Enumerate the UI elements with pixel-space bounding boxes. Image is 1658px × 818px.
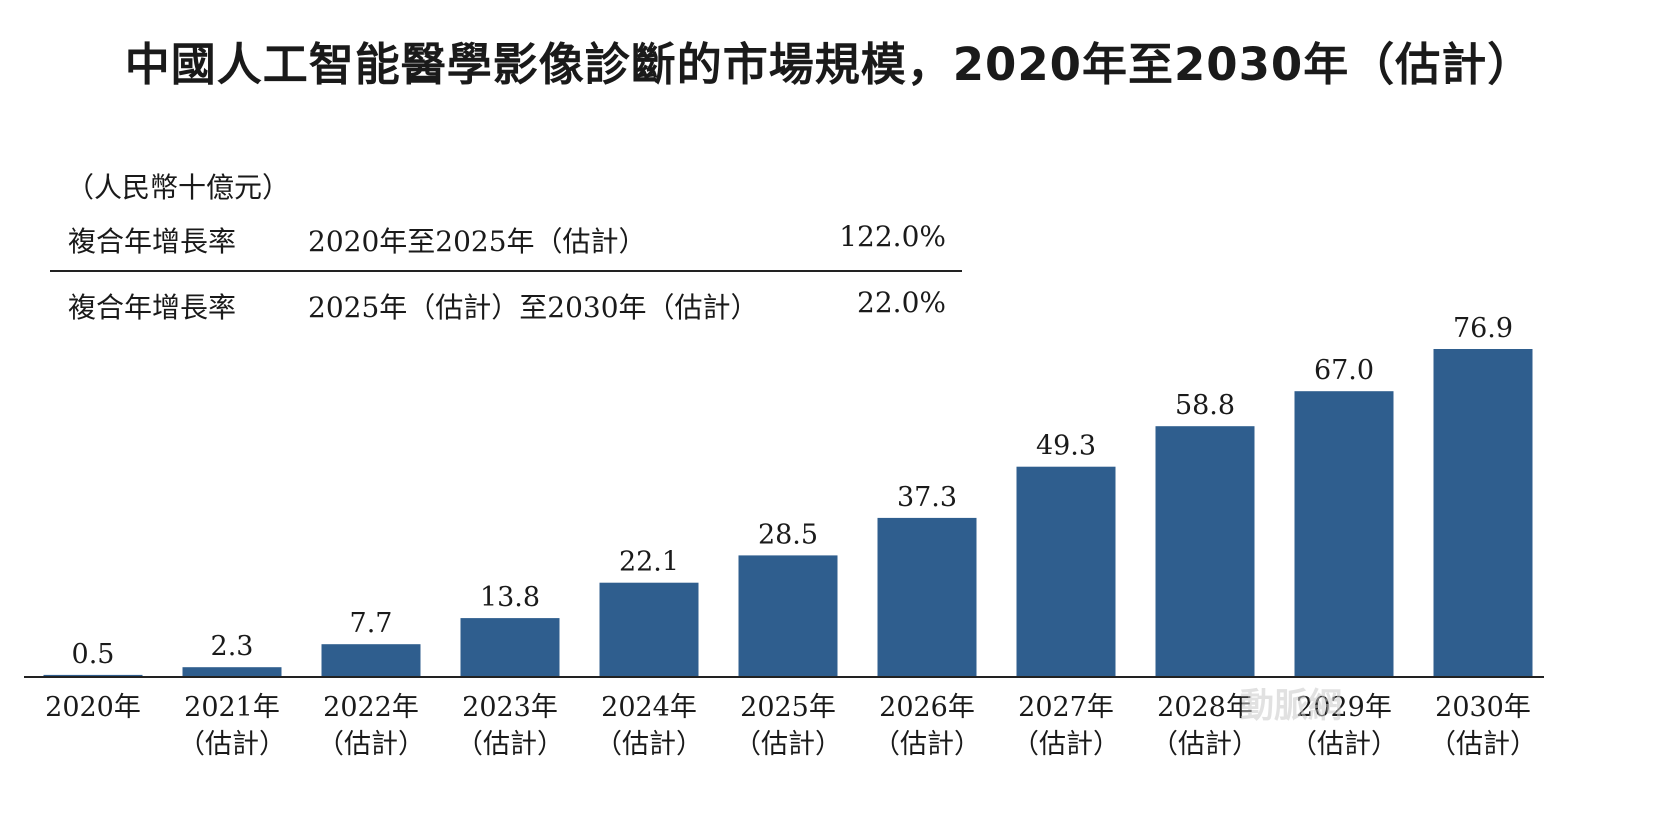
x-tick-sublabel: （估計） bbox=[1429, 729, 1537, 760]
bar bbox=[1433, 349, 1533, 677]
x-tick-sublabel: （估計） bbox=[1151, 729, 1259, 760]
data-label: 58.8 bbox=[1175, 390, 1235, 421]
cagr-row: 複合年增長率 2025年（估計）至2030年（估計） 22.0% bbox=[50, 282, 962, 334]
cagr-value: 22.0% bbox=[857, 286, 946, 319]
data-label: 37.3 bbox=[897, 482, 957, 513]
x-tick-sublabel: （估計） bbox=[734, 729, 842, 760]
data-label: 49.3 bbox=[1036, 431, 1096, 462]
x-tick-sublabel: （估計） bbox=[317, 729, 425, 760]
data-label: 22.1 bbox=[619, 547, 679, 578]
cagr-period: 2020年至2025年（估計） bbox=[308, 225, 647, 258]
x-tick-label: 2028年 bbox=[1157, 692, 1253, 723]
x-tick-sublabel: （估計） bbox=[178, 729, 286, 760]
bar bbox=[1016, 466, 1116, 677]
x-tick-label: 2020年 bbox=[45, 692, 141, 723]
bar bbox=[877, 517, 977, 677]
x-tick-label: 2026年 bbox=[879, 692, 975, 723]
bar bbox=[182, 667, 282, 677]
data-label: 7.7 bbox=[350, 608, 393, 639]
bar bbox=[738, 555, 838, 677]
x-tick-sublabel: （估計） bbox=[1290, 729, 1398, 760]
cagr-label: 複合年增長率 bbox=[68, 225, 237, 258]
bar bbox=[599, 582, 699, 677]
unit-label: （人民幣十億元） bbox=[66, 171, 291, 204]
x-tick-label: 2027年 bbox=[1018, 692, 1114, 723]
data-label: 2.3 bbox=[211, 631, 254, 662]
x-tick-label: 2030年 bbox=[1435, 692, 1531, 723]
x-tick-label: 2025年 bbox=[740, 692, 836, 723]
x-tick-sublabel: （估計） bbox=[873, 729, 981, 760]
cagr-value: 122.0% bbox=[839, 220, 946, 253]
watermark-logo: 動脈網 bbox=[1240, 686, 1342, 726]
cagr-period: 2025年（估計）至2030年（估計） bbox=[308, 291, 759, 324]
data-label: 76.9 bbox=[1453, 313, 1513, 344]
data-label: 0.5 bbox=[72, 639, 115, 670]
x-tick-sublabel: （估計） bbox=[456, 729, 564, 760]
x-tick-label: 2023年 bbox=[462, 692, 558, 723]
bar bbox=[43, 674, 143, 677]
x-tick-label: 2021年 bbox=[184, 692, 280, 723]
cagr-divider bbox=[50, 270, 962, 272]
chart-title: 中國人工智能醫學影像診斷的市場規模，2020年至2030年（估計） bbox=[124, 38, 1534, 91]
bar bbox=[1294, 391, 1394, 677]
data-label: 28.5 bbox=[758, 519, 818, 550]
x-tick-label: 2022年 bbox=[323, 692, 419, 723]
cagr-table: 複合年增長率 2020年至2025年（估計） 122.0% 複合年增長率 202… bbox=[50, 216, 962, 334]
bar bbox=[460, 618, 560, 677]
x-tick-sublabel: （估計） bbox=[1012, 729, 1120, 760]
bar bbox=[321, 644, 421, 677]
cagr-row: 複合年增長率 2020年至2025年（估計） 122.0% bbox=[50, 216, 962, 268]
data-label: 67.0 bbox=[1314, 355, 1374, 386]
x-tick-sublabel: （估計） bbox=[595, 729, 703, 760]
data-label: 13.8 bbox=[480, 582, 540, 613]
x-tick-label: 2024年 bbox=[601, 692, 697, 723]
bar bbox=[1155, 426, 1255, 677]
x-tick-label: 2029年 bbox=[1296, 692, 1392, 723]
cagr-label: 複合年增長率 bbox=[68, 291, 237, 324]
